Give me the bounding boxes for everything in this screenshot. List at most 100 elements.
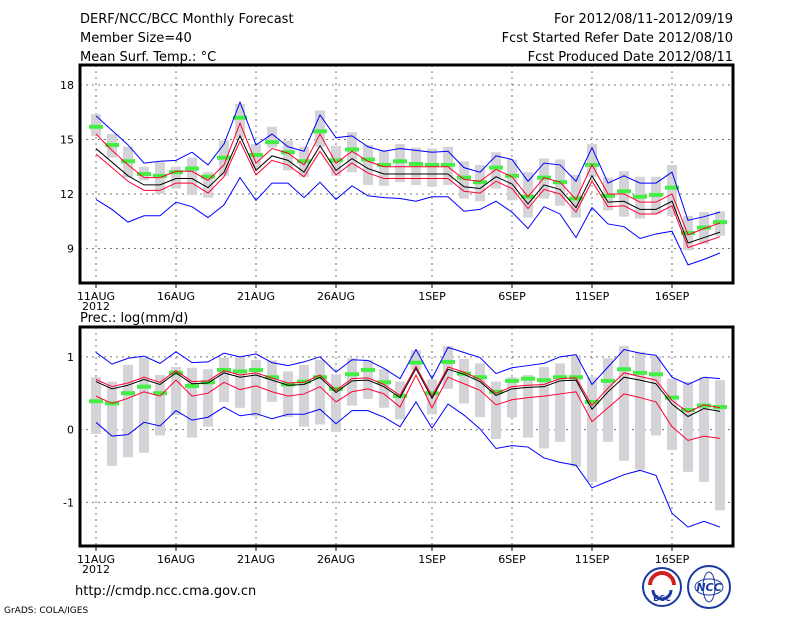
range-bar — [171, 166, 181, 189]
x-tick-label: 16AUG — [157, 290, 195, 303]
member-mark — [425, 162, 439, 167]
x-tick-label: 6SEP — [498, 553, 526, 566]
member-mark — [425, 391, 439, 396]
range-bar — [651, 356, 661, 436]
member-mark — [361, 367, 375, 372]
member-mark — [457, 175, 471, 180]
x-tick-label: 16SEP — [655, 290, 690, 303]
range-bar — [571, 174, 581, 218]
member-mark — [297, 159, 311, 164]
range-bar — [251, 359, 261, 417]
plot-frame — [78, 63, 735, 285]
member-mark — [505, 378, 519, 383]
range-bar — [379, 150, 389, 186]
ncc-logo: NCC — [687, 565, 731, 609]
member-mark — [297, 379, 311, 384]
member-mark — [601, 193, 615, 198]
member-mark — [601, 378, 615, 383]
y-tick-label: 12 — [60, 188, 74, 201]
member-mark — [217, 155, 231, 160]
member-mark — [201, 174, 215, 179]
member-mark — [617, 189, 631, 194]
y-tick-label: 18 — [60, 79, 74, 92]
range-bar — [699, 377, 709, 482]
range-bar — [363, 144, 373, 185]
x-tick-label: 16AUG — [157, 553, 195, 566]
member-mark — [377, 162, 391, 167]
figure-title: DERF/NCC/BCC Monthly Forecast — [80, 12, 294, 27]
x-tick-label: 21AUG — [237, 553, 275, 566]
range-bar — [491, 152, 501, 189]
range-bar — [235, 104, 245, 139]
range-bar — [683, 381, 693, 472]
prec-panel-title: Prec.: log(mm/d) — [80, 311, 188, 326]
member-mark — [457, 371, 471, 376]
range-bar — [171, 367, 181, 416]
range-bar — [107, 381, 117, 466]
y-tick-label: 1 — [67, 351, 74, 364]
x-tick-label: 1SEP — [418, 553, 446, 566]
range-bar — [267, 126, 277, 148]
range-bar — [187, 157, 197, 195]
member-mark — [441, 359, 455, 364]
member-mark — [393, 394, 407, 399]
y-tick-label: 15 — [60, 133, 74, 146]
range-bar — [603, 358, 613, 442]
lower-spread-line — [95, 373, 721, 442]
member-mark — [185, 166, 199, 171]
member-mark — [105, 142, 119, 147]
member-mark — [217, 367, 231, 372]
footer-url[interactable]: http://cmdp.ncc.cma.gov.cn — [75, 584, 256, 599]
member-mark — [665, 185, 679, 190]
member-mark — [489, 165, 503, 170]
member-mark — [713, 405, 727, 410]
range-bar — [667, 164, 677, 216]
member-mark — [649, 192, 663, 197]
range-bar — [203, 172, 213, 198]
range-bar — [587, 377, 597, 482]
y-tick-label: 0 — [67, 424, 74, 437]
member-mark — [377, 380, 391, 385]
range-bar — [555, 363, 565, 442]
range-bar — [187, 367, 197, 438]
member-mark — [489, 389, 503, 394]
plot-frame — [78, 325, 735, 548]
range-bar — [667, 378, 677, 450]
range-bar — [91, 377, 101, 434]
range-bar — [523, 375, 533, 438]
member-mark — [249, 152, 263, 157]
range-bar — [315, 110, 325, 147]
upper-spread-line — [95, 365, 721, 413]
member-mark — [617, 367, 631, 372]
range-bar — [491, 381, 501, 440]
range-bar — [203, 369, 213, 427]
member-mark — [537, 378, 551, 383]
x-tick-label: 11AUG — [77, 553, 115, 566]
temperature-panel: 9 12 15 18 11AUG 16AUG 21AUG 26AUG 1SEP 6SEP 11SEP… — [60, 63, 735, 313]
range-bar — [363, 359, 373, 400]
bcc-logo-text: BCC — [653, 594, 671, 603]
member-mark — [697, 403, 711, 408]
member-mark — [201, 380, 215, 385]
member-mark — [137, 384, 151, 389]
range-bar — [283, 140, 293, 171]
x-tick-label: 21AUG — [237, 290, 275, 303]
range-bar — [715, 380, 725, 511]
max-line — [95, 100, 721, 221]
member-mark — [233, 369, 247, 374]
member-mark — [521, 376, 535, 381]
forecast-range: For 2012/08/11-2012/09/19 — [554, 12, 733, 27]
range-bar — [315, 359, 325, 425]
fcst-started-date: Fcst Started Refer Date 2012/08/10 — [502, 31, 733, 46]
x-year-label: 2012 — [82, 563, 110, 576]
member-mark — [697, 225, 711, 230]
member-mark — [393, 159, 407, 164]
member-mark — [313, 129, 327, 134]
min-line — [95, 401, 721, 528]
member-mark — [345, 147, 359, 152]
member-mark — [121, 159, 135, 164]
x-tick-label: 11SEP — [575, 290, 610, 303]
member-mark — [681, 407, 695, 412]
bcc-logo: BCC — [642, 567, 682, 607]
